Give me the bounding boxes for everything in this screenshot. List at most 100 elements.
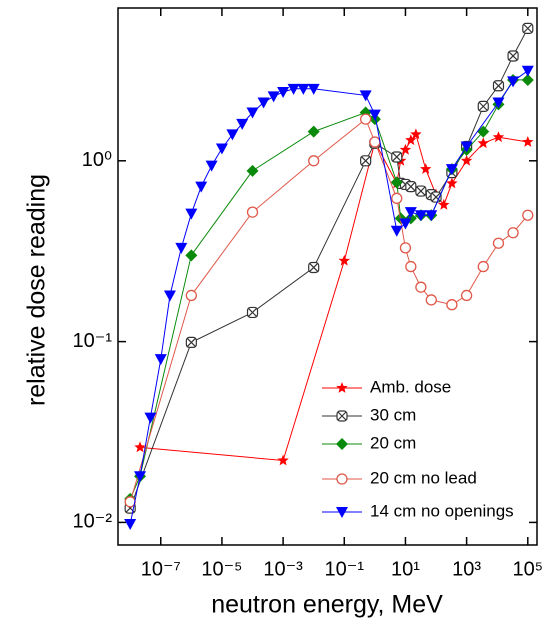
marker-shape bbox=[186, 337, 196, 347]
marker-shape bbox=[361, 156, 371, 166]
marker-shape bbox=[205, 160, 218, 172]
marker bbox=[425, 210, 438, 222]
marker bbox=[246, 107, 259, 119]
marker bbox=[492, 237, 505, 249]
marker bbox=[399, 242, 412, 254]
marker bbox=[414, 210, 427, 222]
x-tick-label: 10⁻³ bbox=[263, 558, 303, 580]
marker-shape bbox=[478, 101, 488, 111]
marker bbox=[246, 206, 259, 218]
marker bbox=[522, 136, 534, 147]
marker bbox=[492, 80, 505, 92]
marker-shape bbox=[226, 129, 239, 141]
marker-shape bbox=[309, 263, 319, 272]
marker bbox=[405, 260, 417, 273]
marker bbox=[399, 143, 412, 155]
series-line bbox=[129, 28, 529, 509]
marker-shape bbox=[414, 210, 427, 222]
marker bbox=[405, 134, 417, 146]
marker bbox=[477, 125, 490, 138]
marker-shape bbox=[406, 182, 416, 192]
marker bbox=[144, 412, 157, 424]
marker-shape bbox=[236, 118, 249, 130]
plot-frame bbox=[117, 7, 538, 546]
marker-shape bbox=[185, 249, 198, 262]
marker-shape bbox=[390, 176, 403, 189]
marker-shape bbox=[215, 143, 228, 155]
marker bbox=[336, 382, 348, 393]
marker bbox=[297, 83, 310, 95]
marker-shape bbox=[336, 382, 348, 393]
marker bbox=[308, 155, 320, 167]
marker-shape bbox=[460, 289, 473, 302]
x-tick-label: 10³ bbox=[452, 558, 481, 580]
marker bbox=[215, 143, 228, 155]
marker bbox=[185, 289, 197, 302]
marker bbox=[521, 65, 534, 77]
marker bbox=[460, 289, 473, 302]
marker-shape bbox=[248, 308, 257, 317]
marker-shape bbox=[337, 411, 347, 421]
marker-shape bbox=[521, 73, 534, 86]
marker-shape bbox=[307, 83, 320, 95]
marker-shape bbox=[134, 441, 146, 453]
marker-shape bbox=[416, 186, 426, 196]
marker bbox=[521, 73, 534, 86]
marker-shape bbox=[277, 87, 290, 99]
marker-shape bbox=[425, 210, 438, 222]
legend-label: 20 cm no lead bbox=[370, 468, 477, 487]
marker-shape bbox=[124, 518, 137, 530]
legend-label: 14 cm no openings bbox=[370, 501, 514, 520]
marker-shape bbox=[368, 109, 381, 121]
marker-shape bbox=[134, 471, 147, 483]
marker bbox=[359, 90, 372, 102]
legend-label: 20 cm bbox=[370, 433, 416, 452]
marker-shape bbox=[246, 164, 259, 177]
marker-shape bbox=[477, 260, 489, 273]
marker bbox=[246, 306, 259, 319]
marker-shape bbox=[392, 152, 402, 162]
marker-shape bbox=[257, 97, 270, 109]
marker-shape bbox=[522, 209, 534, 221]
marker bbox=[360, 155, 372, 167]
marker bbox=[226, 129, 239, 141]
marker bbox=[205, 160, 218, 172]
marker bbox=[360, 113, 372, 125]
marker-shape bbox=[494, 81, 503, 91]
marker-shape bbox=[185, 289, 197, 302]
marker bbox=[477, 100, 489, 112]
marker bbox=[390, 176, 403, 189]
marker bbox=[507, 76, 520, 88]
x-tick-label: 10⁻⁷ bbox=[141, 558, 181, 580]
marker bbox=[492, 97, 505, 109]
marker-shape bbox=[492, 97, 505, 109]
marker-shape bbox=[438, 198, 450, 210]
marker-shape bbox=[336, 473, 348, 485]
marker-shape bbox=[425, 294, 437, 306]
marker-shape bbox=[508, 51, 518, 61]
marker bbox=[460, 154, 473, 166]
marker-shape bbox=[507, 227, 519, 239]
marker-shape bbox=[246, 206, 259, 218]
marker bbox=[277, 87, 290, 99]
marker bbox=[154, 354, 167, 366]
marker-shape bbox=[163, 290, 176, 302]
marker bbox=[338, 254, 350, 266]
marker-shape bbox=[246, 107, 259, 119]
marker-shape bbox=[369, 136, 381, 148]
marker bbox=[399, 218, 412, 230]
marker bbox=[522, 22, 534, 34]
marker bbox=[336, 473, 348, 485]
marker-shape bbox=[507, 76, 520, 88]
marker-shape bbox=[445, 164, 458, 176]
y-tick-label: 10⁻² bbox=[73, 511, 113, 533]
legend-label: Amb. dose bbox=[370, 377, 451, 396]
marker-shape bbox=[308, 155, 320, 167]
marker-shape bbox=[492, 237, 505, 249]
marker bbox=[195, 181, 208, 193]
marker-shape bbox=[336, 507, 348, 518]
marker-shape bbox=[405, 134, 417, 146]
marker bbox=[124, 518, 137, 530]
marker-shape bbox=[399, 218, 412, 230]
